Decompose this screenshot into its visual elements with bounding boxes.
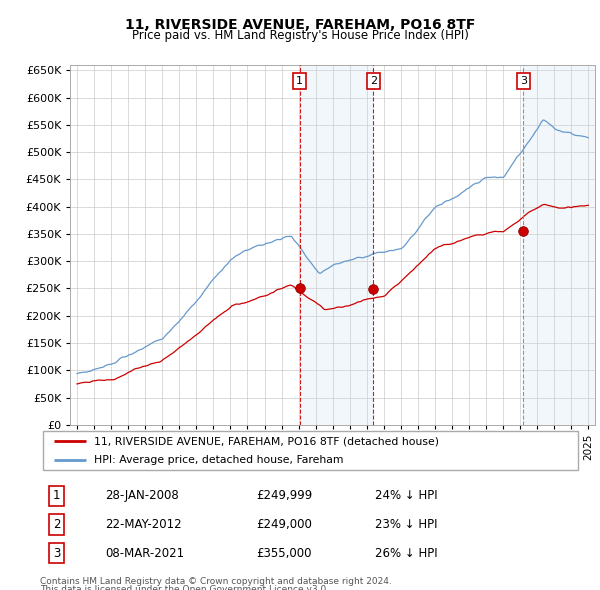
Text: 11, RIVERSIDE AVENUE, FAREHAM, PO16 8TF: 11, RIVERSIDE AVENUE, FAREHAM, PO16 8TF <box>125 18 475 32</box>
Text: £249,999: £249,999 <box>256 489 313 502</box>
FancyBboxPatch shape <box>43 431 577 470</box>
Text: This data is licensed under the Open Government Licence v3.0.: This data is licensed under the Open Gov… <box>40 585 329 590</box>
Text: £249,000: £249,000 <box>256 518 312 531</box>
Bar <box>523 65 595 425</box>
Text: 26% ↓ HPI: 26% ↓ HPI <box>375 547 437 560</box>
Text: 11, RIVERSIDE AVENUE, FAREHAM, PO16 8TF (detached house): 11, RIVERSIDE AVENUE, FAREHAM, PO16 8TF … <box>94 437 439 447</box>
Bar <box>300 65 373 425</box>
Text: Price paid vs. HM Land Registry's House Price Index (HPI): Price paid vs. HM Land Registry's House … <box>131 30 469 42</box>
Text: 3: 3 <box>520 76 527 86</box>
Text: £355,000: £355,000 <box>256 547 312 560</box>
Text: 1: 1 <box>53 489 60 502</box>
Text: 1: 1 <box>296 76 304 86</box>
Text: 3: 3 <box>53 547 60 560</box>
Text: 23% ↓ HPI: 23% ↓ HPI <box>375 518 437 531</box>
Text: 28-JAN-2008: 28-JAN-2008 <box>105 489 179 502</box>
Text: 24% ↓ HPI: 24% ↓ HPI <box>375 489 437 502</box>
Text: 2: 2 <box>53 518 60 531</box>
Text: Contains HM Land Registry data © Crown copyright and database right 2024.: Contains HM Land Registry data © Crown c… <box>40 577 392 586</box>
Text: 08-MAR-2021: 08-MAR-2021 <box>105 547 184 560</box>
Text: HPI: Average price, detached house, Fareham: HPI: Average price, detached house, Fare… <box>94 455 344 465</box>
Text: 22-MAY-2012: 22-MAY-2012 <box>105 518 182 531</box>
Text: 2: 2 <box>370 76 377 86</box>
